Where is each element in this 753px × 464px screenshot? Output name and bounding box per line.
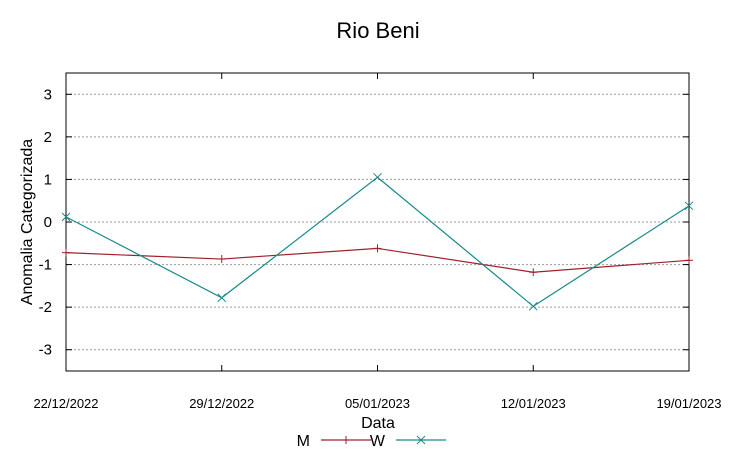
y-tick-label: -3	[39, 342, 52, 359]
x-axis-ticks: 22/12/2022 29/12/2022 05/01/2023 12/01/2023…	[33, 73, 722, 411]
x-axis-label: Data	[361, 415, 395, 432]
data-point-m	[217, 255, 226, 264]
x-tick-label: 19/01/2023	[656, 396, 721, 411]
y-tick-label: 3	[44, 86, 52, 103]
x-tick-label: 29/12/2022	[189, 396, 254, 411]
x-tick-label: 12/01/2023	[501, 396, 566, 411]
data-point-w	[373, 172, 382, 182]
chart-title: Rio Beni	[336, 18, 419, 43]
data-point-m	[685, 256, 693, 265]
data-point-w	[528, 301, 538, 311]
data-point-w	[217, 293, 227, 303]
legend-marker-w	[416, 435, 426, 445]
grid-lines	[66, 93, 689, 351]
series-layer	[61, 172, 694, 311]
data-point-m	[62, 248, 70, 257]
y-axis-ticks: 3 2 1 0 -1 -2 -3	[39, 86, 689, 359]
x-tick-label: 05/01/2023	[345, 396, 410, 411]
legend-marker-m	[342, 436, 350, 444]
y-tick-label: 1	[44, 171, 52, 188]
data-point-w	[61, 212, 71, 222]
data-point-w	[684, 201, 694, 211]
y-tick-label: 2	[44, 129, 52, 146]
legend-label-w: W	[370, 433, 386, 450]
data-point-m	[373, 244, 382, 253]
legend-label-m: M	[297, 433, 310, 450]
y-tick-label: -1	[39, 257, 52, 274]
x-tick-label: 22/12/2022	[33, 396, 98, 411]
y-tick-label: 0	[44, 214, 52, 231]
data-point-m	[529, 268, 538, 277]
series-line-w	[65, 176, 690, 308]
y-tick-label: -2	[39, 299, 52, 316]
y-axis-label: Anomalia Categorizada	[19, 139, 36, 305]
